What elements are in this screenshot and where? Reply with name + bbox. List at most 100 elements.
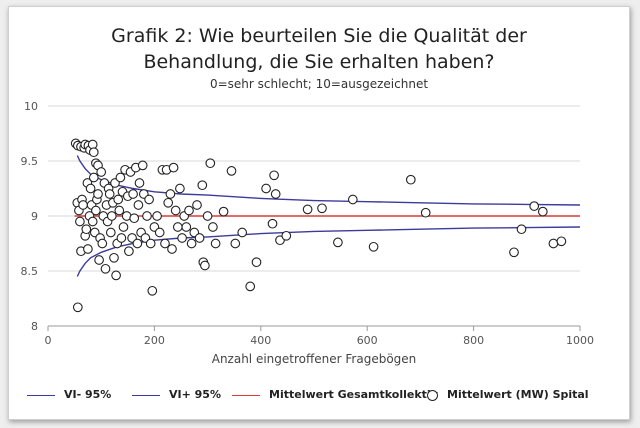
legend-label: VI- 95% <box>64 388 112 401</box>
x-tick-label: 800 <box>463 334 484 347</box>
data-point <box>177 233 187 243</box>
x-tick-label: 1000 <box>566 334 594 347</box>
legend-line-swatch <box>232 394 260 396</box>
data-point <box>205 158 216 169</box>
data-point <box>368 241 379 252</box>
data-point <box>134 178 145 188</box>
data-point <box>302 204 313 215</box>
data-point <box>269 170 279 181</box>
data-point <box>118 222 129 232</box>
legend-item-vi-minus: VI- 95% <box>27 387 111 403</box>
data-point <box>529 201 540 211</box>
data-point <box>116 233 127 243</box>
y-tick-label: 8.5 <box>21 265 39 278</box>
data-point <box>267 218 278 229</box>
data-point <box>347 194 358 205</box>
data-point <box>230 238 241 249</box>
data-point <box>114 205 125 216</box>
data-point <box>537 206 548 217</box>
data-point <box>147 285 158 296</box>
legend: VI- 95% VI+ 95% Mittelwert Gesamtkollekt… <box>27 387 627 409</box>
data-point <box>197 180 208 191</box>
data-point <box>420 207 431 218</box>
y-tick-label: 8 <box>31 320 38 333</box>
data-point <box>124 246 134 257</box>
data-point <box>237 227 248 238</box>
data-point <box>142 211 152 221</box>
data-point <box>261 183 271 194</box>
data-point <box>94 255 104 265</box>
data-point <box>113 194 124 205</box>
data-point <box>548 238 559 249</box>
data-point <box>556 236 567 247</box>
x-tick-label: 0 <box>45 334 52 347</box>
data-point <box>91 205 101 216</box>
data-point <box>175 183 185 194</box>
data-point <box>152 211 162 221</box>
data-point <box>128 189 138 199</box>
data-point <box>208 222 218 232</box>
plot-area: 8 8.5 9 9.5 10 0 200 400 600 800 1000 Anzahl einget… <box>21 100 595 366</box>
data-point <box>167 244 177 254</box>
chart-title-line1: Grafik 2: Wie beurteilen Sie die Qualitä… <box>111 25 527 47</box>
x-tick-label: 600 <box>357 334 378 347</box>
data-point <box>172 222 183 232</box>
data-point <box>133 200 144 210</box>
data-point <box>165 189 176 199</box>
chart-title-line2: Behandlung, die Sie erhalten haben? <box>143 51 495 73</box>
data-point <box>83 244 93 254</box>
legend-label: Mittelwert Gesamtkollektiv <box>269 388 438 401</box>
data-point <box>88 172 99 183</box>
data-point <box>317 203 327 214</box>
data-point <box>144 194 154 205</box>
y-tick-label: 9.5 <box>21 155 39 168</box>
data-point <box>97 238 108 249</box>
data-point <box>78 200 88 210</box>
data-point <box>186 238 197 249</box>
data-point <box>81 224 92 235</box>
data-point <box>226 166 237 176</box>
data-point <box>194 233 205 243</box>
data-point <box>170 205 181 216</box>
data-point <box>85 183 96 194</box>
data-point <box>251 257 262 268</box>
data-point <box>145 238 156 249</box>
legend-line-swatch <box>27 394 55 396</box>
chart-title: Grafik 2: Wie beurteilen Sie die Qualitä… <box>9 23 629 75</box>
ci-lower-line <box>76 226 581 277</box>
data-point <box>192 200 202 210</box>
data-point <box>218 206 229 217</box>
data-point <box>184 205 194 216</box>
data-point <box>106 211 117 221</box>
legend-label: Mittelwert (MW) Spital <box>447 388 589 401</box>
legend-item-vi-plus: VI+ 95% <box>132 387 221 403</box>
data-point <box>137 160 148 171</box>
x-tick-label: 400 <box>250 334 271 347</box>
x-tick-label: 200 <box>144 334 165 347</box>
legend-line-swatch <box>132 394 160 396</box>
data-point <box>168 162 179 173</box>
data-point <box>132 238 143 249</box>
data-point <box>93 189 103 199</box>
x-axis-title: Anzahl eingetroffener Fragebögen <box>212 352 417 366</box>
data-point <box>163 197 174 208</box>
legend-marker-swatch <box>427 389 438 401</box>
data-point <box>100 263 111 274</box>
data-point <box>200 260 210 271</box>
data-point <box>105 227 116 238</box>
data-point <box>109 252 119 263</box>
chart-subtitle: 0=sehr schlecht; 10=ausgezeichnet <box>209 77 429 91</box>
data-point <box>270 189 281 199</box>
data-point <box>72 302 83 313</box>
data-point <box>333 237 343 248</box>
ci-upper-line <box>76 155 581 206</box>
legend-item-spital: Mittelwert (MW) Spital <box>427 387 589 403</box>
data-point <box>154 227 165 238</box>
data-point <box>87 216 98 227</box>
data-point <box>160 238 170 249</box>
data-point <box>96 167 107 177</box>
y-tick-label: 9 <box>31 210 38 223</box>
chart-card: Grafik 2: Wie beurteilen Sie die Qualitä… <box>8 6 630 420</box>
data-point <box>115 172 126 183</box>
data-point <box>516 224 527 235</box>
